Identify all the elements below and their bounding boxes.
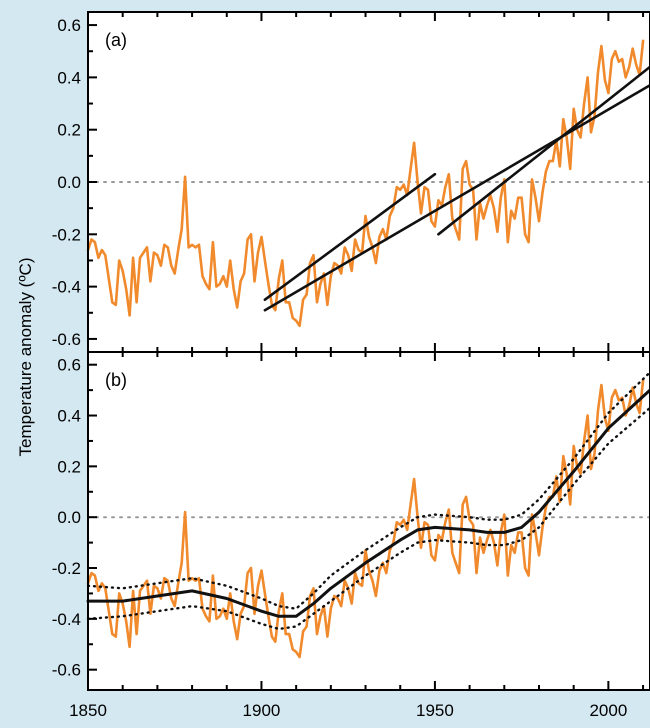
y-tick-label: 0.0 xyxy=(57,173,81,192)
panel-label: (b) xyxy=(105,370,127,390)
y-tick-label: -0.4 xyxy=(52,278,81,297)
y-tick-label: -0.2 xyxy=(52,225,81,244)
y-tick-label: -0.6 xyxy=(52,661,81,680)
y-tick-label: 0.6 xyxy=(57,16,81,35)
smoothed-trend-line xyxy=(86,388,650,618)
y-tick-label: 0.4 xyxy=(57,407,81,426)
linear-trend-line xyxy=(263,172,437,301)
y-tick-label: -0.2 xyxy=(52,559,81,578)
panel-background xyxy=(88,352,650,690)
y-tick-label: -0.4 xyxy=(52,610,81,629)
uncertainty-band-line xyxy=(86,406,650,631)
x-tick-label: 1900 xyxy=(243,701,281,720)
y-tick-label: 0.0 xyxy=(57,508,81,527)
y-tick-label: -0.6 xyxy=(52,330,81,349)
y-tick-label: 0.4 xyxy=(57,68,81,87)
uncertainty-band-line xyxy=(86,371,650,610)
y-tick-label: 0.2 xyxy=(57,121,81,140)
panel-a: 0.6 0.4 0.2 0.0 -0.2 -0.4 -0.6 (a) xyxy=(52,11,650,353)
panel-b: 0.6 0.4 0.2 0.0 -0.2 -0.4 -0.6 1850 1900 1950 2000… xyxy=(52,351,650,720)
observed-temperature-line xyxy=(86,39,645,328)
panel-frame xyxy=(87,351,650,691)
x-tick-label: 1850 xyxy=(69,701,107,720)
x-tick-label: 1950 xyxy=(416,701,454,720)
y-axis-label: Temperature anomaly (ºC) xyxy=(16,258,35,457)
linear-trend-line xyxy=(437,65,650,236)
y-tick-label: 0.6 xyxy=(57,356,81,375)
panel-label: (a) xyxy=(105,30,127,50)
y-tick-label: 0.2 xyxy=(57,457,81,476)
linear-trend-line xyxy=(263,83,650,312)
x-tick-label: 2000 xyxy=(589,701,627,720)
